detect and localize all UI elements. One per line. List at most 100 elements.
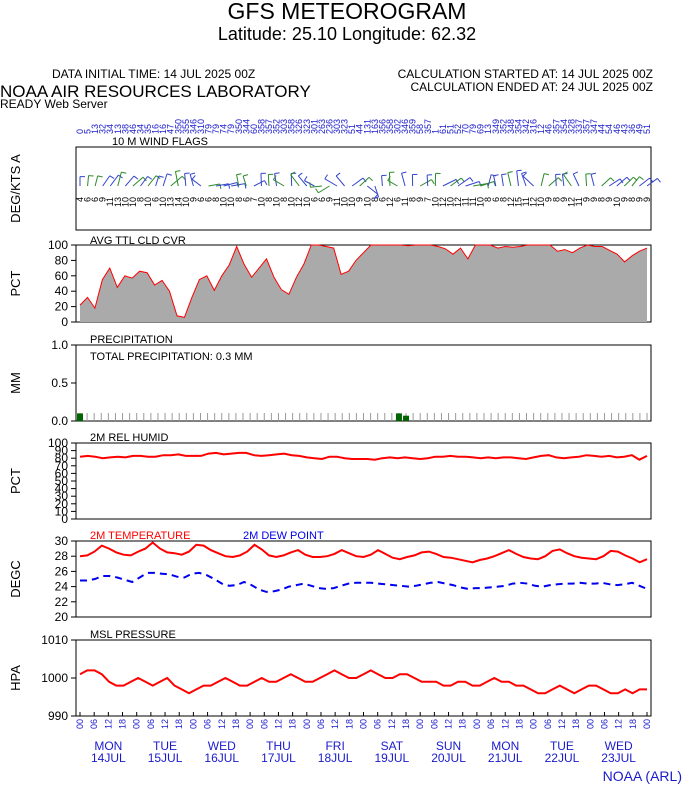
wind-direction-label: 350 bbox=[173, 119, 183, 134]
time-hour-label: 06 bbox=[316, 719, 326, 729]
precip-total-annotation: TOTAL PRECIPITATION: 0.3 MM bbox=[90, 351, 253, 363]
y-tick-label: 30 bbox=[55, 489, 69, 503]
wind-barb bbox=[465, 181, 480, 187]
wind-barb-flag bbox=[242, 174, 249, 177]
wind-barb-flag bbox=[657, 178, 661, 183]
wind-speed-label: 11 bbox=[521, 197, 531, 206]
time-hour-label: 12 bbox=[500, 719, 510, 729]
dewpoint-point bbox=[169, 574, 170, 575]
time-hour-label: 18 bbox=[344, 719, 354, 729]
wind-barb bbox=[310, 185, 322, 188]
day-label: TUE bbox=[153, 739, 177, 753]
y-tick-label: 50 bbox=[55, 474, 69, 488]
time-hour-label: 00 bbox=[359, 719, 369, 729]
wind-direction-label: 348 bbox=[506, 119, 516, 134]
wind-speed-label: 10 bbox=[143, 197, 153, 207]
wind-speed-label: 10 bbox=[347, 197, 357, 207]
wind-direction-label: 70 bbox=[461, 124, 471, 134]
wind-speed-label: 9 bbox=[324, 197, 334, 202]
wind-barb bbox=[601, 177, 611, 187]
wind-direction-label: 357 bbox=[423, 119, 433, 134]
wind-direction-label: 46 bbox=[612, 124, 622, 134]
wind-direction-label: 46 bbox=[128, 124, 138, 134]
time-hour-label: 12 bbox=[273, 719, 283, 729]
date-label: 19JUL bbox=[375, 751, 410, 765]
wind-direction-label: 346 bbox=[188, 119, 198, 134]
time-hour-label: 18 bbox=[514, 719, 524, 729]
wind-direction-label: 347 bbox=[589, 119, 599, 134]
wind-direction-label: 236 bbox=[324, 119, 334, 134]
wind-barb bbox=[253, 180, 265, 187]
wind-direction-label: 43 bbox=[619, 124, 629, 134]
day-label: MON bbox=[94, 739, 122, 753]
time-hour-label: 00 bbox=[642, 719, 652, 729]
day-label: SUN bbox=[436, 739, 461, 753]
wind-speed-label: 6 bbox=[377, 197, 387, 202]
time-hour-label: 12 bbox=[160, 719, 170, 729]
wind-direction-label: 32 bbox=[98, 124, 108, 134]
wind-barb-flag bbox=[315, 188, 319, 194]
wind-speed-label: 8 bbox=[211, 197, 221, 202]
wind-speed-label: 10 bbox=[256, 197, 266, 207]
wind-speed-label: 6 bbox=[491, 197, 501, 202]
wind-direction-label: 303 bbox=[279, 119, 289, 134]
y-tick-label: 40 bbox=[55, 284, 69, 298]
y-tick-label: 40 bbox=[55, 482, 69, 496]
pressure-line bbox=[79, 669, 647, 695]
wind-speed-label: 9 bbox=[604, 197, 614, 202]
wind-barb-flag bbox=[469, 177, 474, 182]
time-hour-label: 06 bbox=[429, 719, 439, 729]
wind-barb bbox=[457, 177, 471, 187]
time-hour-label: 18 bbox=[628, 719, 638, 729]
wind-barb bbox=[140, 176, 149, 187]
wind-barb bbox=[324, 178, 338, 187]
wind-speed-label: 10 bbox=[287, 197, 297, 207]
y-tick-label: 1000 bbox=[41, 671, 68, 685]
wind-barb bbox=[493, 175, 497, 187]
wind-speed-label: 8 bbox=[627, 197, 637, 202]
wind-direction-label: 263 bbox=[317, 119, 327, 134]
wind-barb-flag bbox=[362, 177, 367, 183]
wind-direction-label: 0 bbox=[75, 129, 85, 134]
wind-speed-label: 8 bbox=[408, 197, 418, 202]
wind-direction-label: 357 bbox=[582, 119, 592, 134]
wind-direction-label: 12 bbox=[536, 124, 546, 134]
wind-barb-flag bbox=[109, 175, 115, 179]
wind-speed-label: 9 bbox=[355, 197, 365, 202]
wind-barb-flag bbox=[298, 172, 303, 177]
wind-barb bbox=[335, 175, 345, 187]
time-hour-label: 18 bbox=[231, 719, 241, 729]
wind-speed-label: 10 bbox=[476, 197, 486, 207]
time-hour-label: 00 bbox=[302, 719, 312, 729]
wind-barb bbox=[236, 174, 240, 187]
dewpoint-point bbox=[505, 585, 506, 586]
wind-barb-flag bbox=[147, 176, 153, 180]
dewpoint-point bbox=[303, 583, 304, 584]
wind-barb bbox=[419, 179, 432, 187]
wind-speed-label: 13 bbox=[166, 197, 176, 207]
time-hour-label: 06 bbox=[203, 719, 213, 729]
wind-speed-label: 10 bbox=[128, 197, 138, 207]
wind-barb-flag bbox=[516, 169, 522, 172]
wind-direction-label: 13 bbox=[90, 124, 100, 134]
wind-direction-label: 358 bbox=[256, 119, 266, 134]
wind-speed-label: 6 bbox=[317, 197, 327, 202]
dewpoint-point bbox=[341, 585, 342, 586]
wind-barb bbox=[442, 178, 457, 187]
day-label: MON bbox=[491, 739, 519, 753]
wind-direction-label: 36 bbox=[627, 124, 637, 134]
wind-barb bbox=[623, 176, 634, 187]
dewpoint-point bbox=[236, 584, 237, 585]
wind-speed-label: 9 bbox=[544, 197, 554, 202]
wind-barb bbox=[616, 176, 628, 187]
wind-direction-label: 355 bbox=[181, 119, 191, 134]
wind-barb bbox=[191, 178, 202, 187]
wind-barb bbox=[548, 177, 559, 187]
day-label: SAT bbox=[381, 739, 404, 753]
time-hour-label: 12 bbox=[103, 719, 113, 729]
wind-speed-label: 8 bbox=[135, 197, 145, 202]
precip-bar bbox=[77, 413, 83, 421]
time-hour-label: 06 bbox=[373, 719, 383, 729]
wind-direction-label: 349 bbox=[491, 119, 501, 134]
wind-barb bbox=[401, 173, 406, 187]
